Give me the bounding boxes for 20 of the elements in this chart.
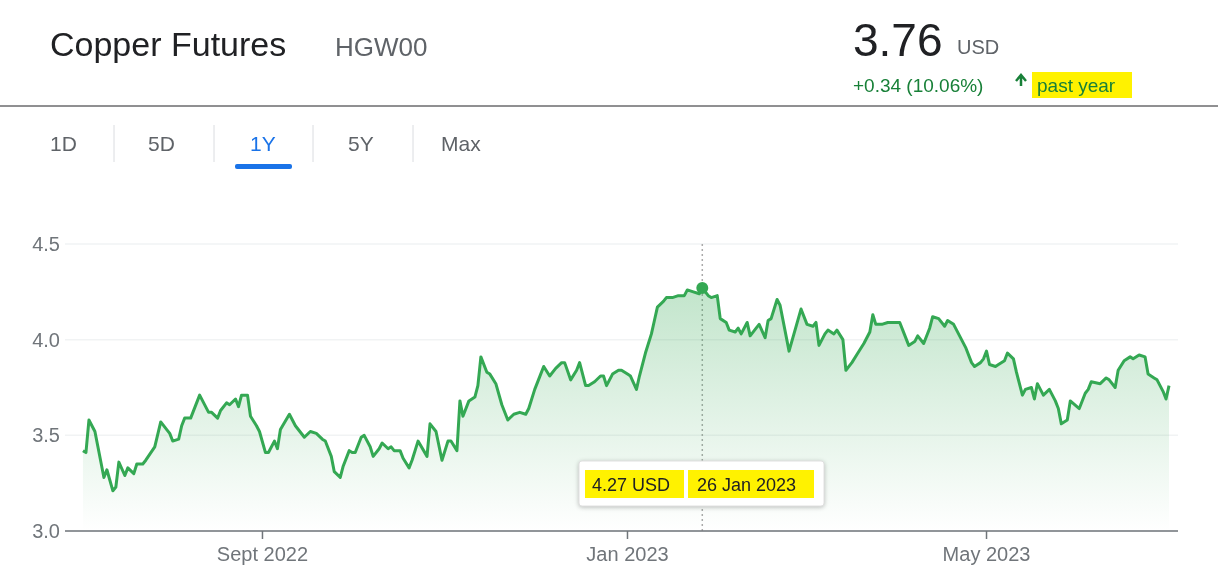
- x-tick-label: Jan 2023: [586, 543, 669, 565]
- x-tick-label: May 2023: [942, 543, 1031, 565]
- x-tick-label: Sept 2022: [216, 543, 309, 565]
- chart-subtitle: HGW00: [335, 32, 428, 62]
- y-tick-label: 3.0: [32, 520, 60, 542]
- y-tick-label: 3.5: [32, 424, 60, 447]
- annotation: 4.27 USD: [592, 475, 671, 495]
- text: 5Y: [348, 132, 374, 155]
- y-tick-label: 4.0: [32, 328, 60, 351]
- y-tick-label: 4.5: [32, 233, 60, 255]
- text: 1D: [50, 132, 77, 155]
- annotation: 26 Jan 2023: [697, 475, 797, 495]
- text: past year: [1037, 75, 1116, 96]
- text: USD: [957, 36, 1000, 58]
- text: +0.34 (10.06%): [853, 75, 984, 96]
- text: 1Y: [250, 132, 276, 155]
- text: 3.76: [853, 14, 943, 66]
- chart-title: Copper Futures: [50, 25, 287, 63]
- text: 5D: [148, 132, 175, 155]
- text: Max: [441, 132, 482, 155]
